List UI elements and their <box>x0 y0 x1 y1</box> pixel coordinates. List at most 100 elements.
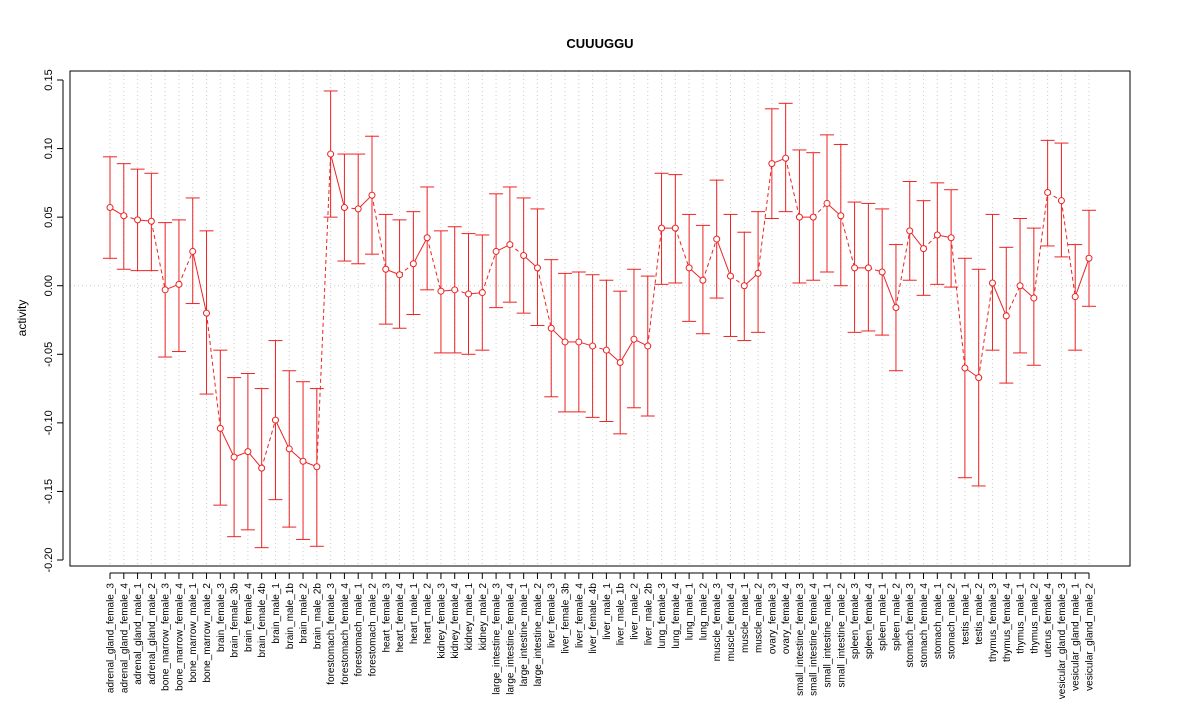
series-segment <box>178 251 194 285</box>
data-point <box>175 280 183 288</box>
series-segment <box>219 428 235 458</box>
data-point <box>106 204 114 212</box>
x-tick-label: heart_male_1 <box>409 583 420 645</box>
x-tick-label: thymus_female_3 <box>988 583 999 662</box>
x-tick-label: bone_marrow_female_3 <box>161 583 172 691</box>
data-point <box>823 199 831 207</box>
data-point <box>1002 312 1010 320</box>
x-tick-label: muscle_female_4 <box>726 583 737 662</box>
x-tick-label: muscle_male_2 <box>754 583 765 653</box>
x-tick-label: stomach_female_4 <box>919 583 930 668</box>
data-point <box>1057 197 1065 205</box>
data-point <box>988 279 996 287</box>
series-segment <box>1074 258 1090 297</box>
series-segment <box>716 238 731 277</box>
plot-frame <box>69 70 1131 567</box>
x-tick-label: liver_male_2b <box>643 583 654 646</box>
data-point <box>671 224 679 232</box>
series-segment <box>909 230 924 249</box>
x-tick-label: adrenal_gland_female_4 <box>119 583 130 694</box>
data-point <box>658 224 666 232</box>
data-point <box>285 445 293 453</box>
x-tick-label: stomach_male_1 <box>933 583 944 660</box>
x-tick-label: kidney_female_4 <box>450 583 461 659</box>
x-tick-label: lung_female_3 <box>657 583 668 649</box>
series-segment <box>481 251 497 293</box>
x-tick-label: stomach_male_2 <box>947 583 958 660</box>
data-point <box>602 346 610 354</box>
data-point <box>1030 294 1038 302</box>
x-tick-label: adrenal_gland_male_2 <box>147 583 158 685</box>
series-segment <box>206 313 221 429</box>
x-tick-label: brain_female_4 <box>243 583 254 652</box>
data-point <box>644 342 652 350</box>
data-point <box>920 245 928 253</box>
x-tick-label: heart_male_2 <box>423 583 434 645</box>
data-point <box>299 457 307 465</box>
series-layer <box>103 90 1096 549</box>
x-tick-label: large_intestine_female_3 <box>492 583 503 695</box>
x-tick-label: brain_male_2 <box>299 583 310 644</box>
data-point <box>754 269 762 277</box>
y-tick-label: -0.15 <box>43 479 55 504</box>
x-tick-label: stomach_female_3 <box>905 583 916 668</box>
series-segment <box>536 267 552 329</box>
x-tick-label: bone_marrow_male_2 <box>202 583 213 683</box>
data-point <box>244 448 252 456</box>
data-point <box>961 364 969 372</box>
data-point <box>258 464 266 472</box>
x-tick-label: testis_male_2 <box>974 583 985 645</box>
x-tick-label: thymus_male_1 <box>1016 583 1027 654</box>
data-point <box>147 217 155 225</box>
data-point <box>423 234 431 242</box>
x-tick-label: brain_male_2b <box>312 583 323 650</box>
data-point <box>437 287 445 295</box>
data-point <box>465 290 473 298</box>
x-tick-label: vesicular_gland_male_2 <box>1085 583 1096 691</box>
x-tick-label: brain_female_3b <box>230 583 241 658</box>
data-point <box>726 272 734 280</box>
x-tick-label: heart_female_4 <box>395 583 406 653</box>
data-point <box>189 247 197 255</box>
data-point <box>892 304 900 312</box>
data-point <box>520 252 528 260</box>
y-tick-label: -0.05 <box>43 342 55 367</box>
data-point <box>864 264 872 272</box>
series-segment <box>330 153 345 208</box>
data-point <box>161 286 169 294</box>
data-point <box>396 271 404 279</box>
x-tick-label: small_intestine_female_4 <box>809 583 820 696</box>
series-segment <box>840 215 856 269</box>
x-tick-label: spleen_male_2 <box>891 583 902 651</box>
y-tick-label: 0.05 <box>43 206 55 227</box>
x-tick-label: forestomach_female_4 <box>340 583 351 685</box>
x-tick-label: large_intestine_male_2 <box>533 583 544 687</box>
data-point <box>409 260 417 268</box>
data-point <box>354 205 362 213</box>
x-tick-label: large_intestine_female_4 <box>505 583 516 695</box>
x-tick-label: small_intestine_male_2 <box>836 583 847 688</box>
data-point <box>313 463 321 471</box>
x-tick-label: liver_male_2 <box>629 583 640 640</box>
y-axis-label: activity <box>15 300 29 337</box>
series-segment <box>1033 192 1049 299</box>
series-segment <box>895 230 911 308</box>
x-tick-label: testis_male_1 <box>960 583 971 645</box>
data-point <box>933 231 941 239</box>
data-point <box>1085 254 1093 262</box>
series-segment <box>978 282 993 378</box>
y-tick-label: 0.15 <box>43 69 55 90</box>
x-tick-label: muscle_female_3 <box>712 583 723 662</box>
data-point <box>230 453 238 461</box>
x-tick-label: liver_male_1b <box>616 583 627 646</box>
x-tick-label: brain_female_4b <box>257 583 268 658</box>
x-tick-label: forestomach_male_1 <box>354 583 365 677</box>
grid-layer <box>70 71 1130 566</box>
data-point <box>947 234 955 242</box>
x-tick-label: liver_female_3b <box>561 583 572 654</box>
y-tick-label: -0.10 <box>43 410 55 435</box>
x-tick-label: kidney_female_3 <box>436 583 447 659</box>
series-segment <box>757 163 773 274</box>
x-tick-label: bone_marrow_female_4 <box>174 583 185 691</box>
